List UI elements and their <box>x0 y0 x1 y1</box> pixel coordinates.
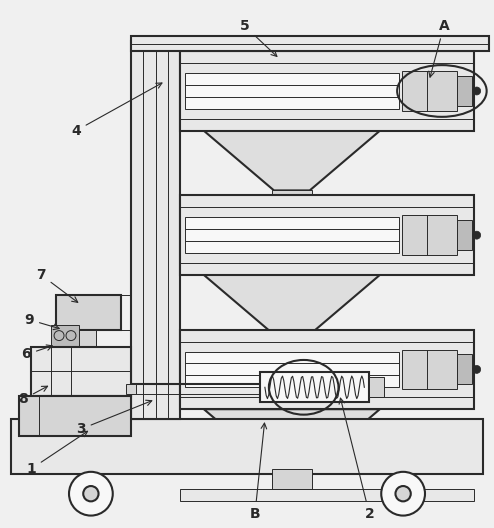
Text: 8: 8 <box>18 386 47 406</box>
Text: 1: 1 <box>26 431 87 476</box>
Text: 3: 3 <box>76 400 152 436</box>
Text: 2: 2 <box>339 398 374 521</box>
Bar <box>56 295 121 329</box>
Bar <box>185 73 399 109</box>
Polygon shape <box>204 275 380 335</box>
Text: A: A <box>429 20 449 77</box>
Bar <box>11 419 483 474</box>
Bar <box>457 220 472 250</box>
Circle shape <box>473 87 481 95</box>
Bar <box>402 71 457 111</box>
Circle shape <box>396 486 411 502</box>
Bar <box>180 354 474 366</box>
Text: 5: 5 <box>240 20 277 56</box>
Bar <box>76 329 96 409</box>
Bar <box>130 36 489 51</box>
Bar <box>180 489 474 501</box>
Polygon shape <box>204 409 380 469</box>
Bar <box>399 472 407 484</box>
Circle shape <box>473 231 481 239</box>
Bar <box>125 384 136 394</box>
Bar <box>260 372 370 402</box>
Circle shape <box>83 486 98 502</box>
Bar <box>402 215 457 255</box>
Text: 9: 9 <box>24 313 59 329</box>
Bar <box>272 335 312 354</box>
Bar <box>31 346 130 396</box>
Text: B: B <box>249 423 267 521</box>
Bar <box>180 329 474 409</box>
Polygon shape <box>204 131 380 191</box>
Bar <box>185 352 399 388</box>
Bar <box>370 378 384 397</box>
Bar <box>272 191 312 210</box>
Bar <box>402 350 457 389</box>
Text: 4: 4 <box>71 83 162 138</box>
Bar <box>87 472 95 484</box>
Circle shape <box>381 472 425 515</box>
Bar <box>19 396 130 436</box>
Circle shape <box>473 365 481 373</box>
Text: 6: 6 <box>21 345 52 362</box>
Text: 7: 7 <box>37 268 78 303</box>
Bar <box>457 354 472 384</box>
Circle shape <box>69 472 113 515</box>
Bar <box>130 41 180 419</box>
Bar <box>180 210 474 222</box>
Bar <box>185 217 399 253</box>
Bar <box>180 195 474 275</box>
Bar <box>51 325 79 346</box>
Bar <box>272 469 312 489</box>
Bar <box>180 51 474 131</box>
Bar <box>457 76 472 106</box>
